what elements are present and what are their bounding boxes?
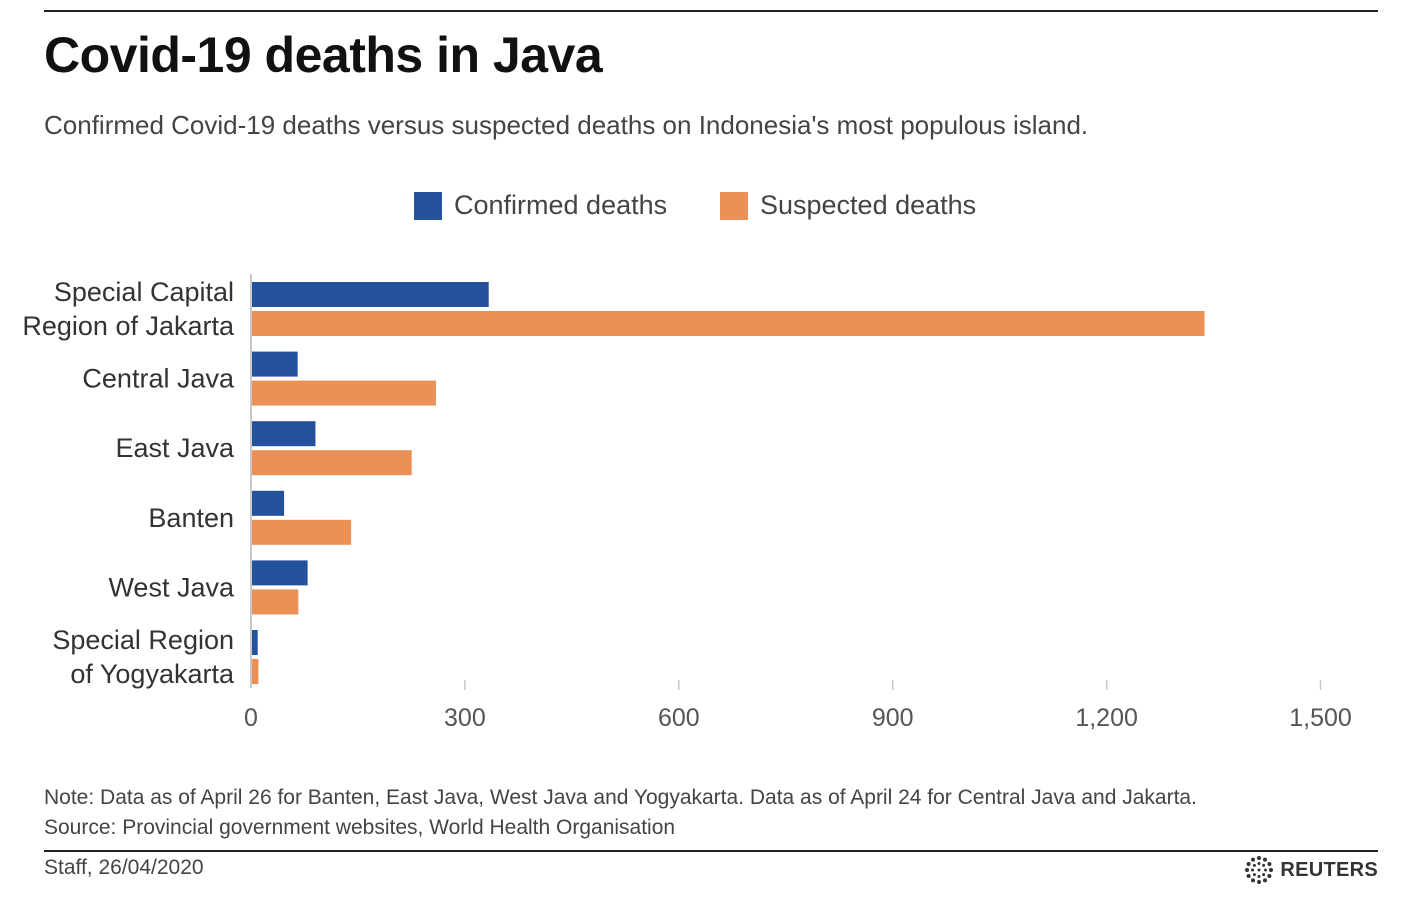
bar-suspected bbox=[252, 380, 436, 406]
bar-suspected bbox=[252, 659, 259, 684]
category-label: Region of Jakarta bbox=[22, 311, 235, 341]
x-tick-label: 300 bbox=[444, 704, 486, 732]
legend-item-confirmed: Confirmed deaths bbox=[414, 190, 667, 221]
footnote: Note: Data as of April 26 for Banten, Ea… bbox=[44, 786, 1197, 809]
reuters-dots-icon bbox=[1245, 856, 1274, 884]
bar-confirmed bbox=[252, 630, 258, 655]
category-label: West Java bbox=[108, 572, 235, 602]
bar-confirmed bbox=[252, 351, 298, 377]
legend-swatch-suspected bbox=[720, 191, 748, 220]
bar-suspected bbox=[252, 519, 352, 545]
bar-suspected bbox=[252, 589, 299, 615]
bottom-rule bbox=[44, 850, 1378, 852]
chart-title: Covid-19 deaths in Java bbox=[44, 27, 603, 83]
x-tick-label: 1,500 bbox=[1289, 704, 1352, 732]
category-label: East Java bbox=[115, 433, 235, 463]
reuters-logo: REUTERS bbox=[1244, 855, 1378, 885]
bar-confirmed bbox=[252, 490, 285, 516]
bar-confirmed bbox=[252, 560, 308, 586]
category-label: Special Capital bbox=[54, 277, 234, 307]
legend-item-suspected: Suspected deaths bbox=[720, 190, 976, 221]
category-label: of Yogyakarta bbox=[70, 659, 235, 689]
category-label: Central Java bbox=[82, 364, 235, 394]
bar-suspected bbox=[252, 450, 412, 476]
x-tick-label: 0 bbox=[244, 704, 258, 732]
bar-confirmed bbox=[252, 282, 489, 307]
x-tick-label: 600 bbox=[658, 704, 700, 732]
x-tick-label: 900 bbox=[872, 704, 914, 732]
bar-suspected bbox=[252, 311, 1205, 336]
legend-swatch-confirmed bbox=[414, 191, 442, 220]
x-tick-label: 1,200 bbox=[1075, 704, 1138, 732]
legend-label-confirmed: Confirmed deaths bbox=[454, 190, 668, 220]
category-label: Special Region bbox=[52, 625, 234, 655]
top-rule bbox=[44, 10, 1378, 12]
source-note: Source: Provincial government websites, … bbox=[44, 816, 676, 839]
legend-label-suspected: Suspected deaths bbox=[760, 190, 977, 220]
brand-name: REUTERS bbox=[1280, 858, 1378, 881]
legend: Confirmed deaths Suspected deaths bbox=[0, 190, 1428, 226]
chart-subtitle: Confirmed Covid-19 deaths versus suspect… bbox=[44, 110, 1089, 140]
byline: Staff, 26/04/2020 bbox=[44, 856, 204, 879]
bar-confirmed bbox=[252, 421, 316, 447]
category-label: Banten bbox=[148, 503, 234, 533]
